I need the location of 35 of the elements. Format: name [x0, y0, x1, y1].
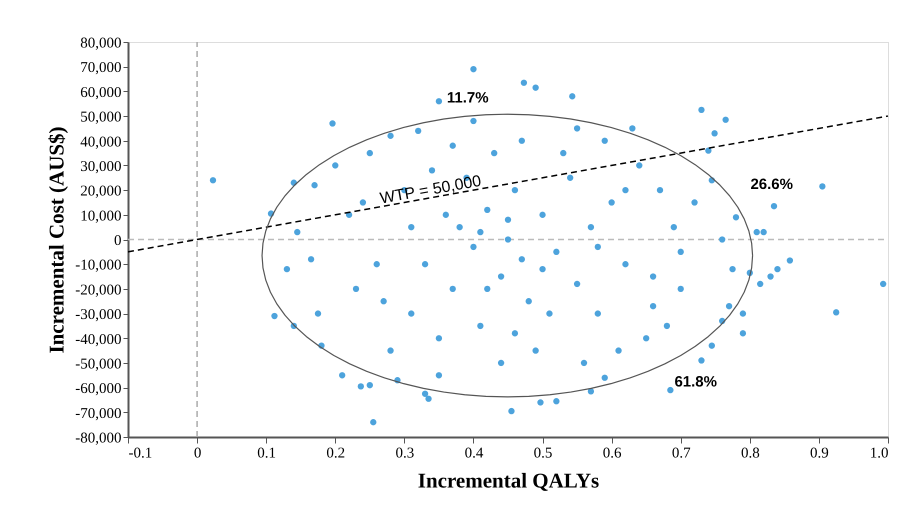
x-tick-label: 0.3	[395, 446, 414, 462]
annotation: 11.7%	[446, 89, 489, 106]
x-axis-title: Incremental QALYs	[418, 468, 600, 492]
x-tick-label: 0.6	[602, 446, 622, 462]
y-tick-label: 70,000	[80, 60, 122, 76]
annotation: WTP = 50,000	[378, 172, 483, 208]
x-tick-label: 1.0	[870, 446, 888, 462]
y-tick-label: -70,000	[75, 406, 122, 422]
y-tick-label: 0	[114, 233, 122, 249]
x-tick-label: 0.5	[534, 446, 552, 462]
y-tick-label: -40,000	[75, 332, 122, 348]
x-tick-label: 0.8	[740, 446, 760, 462]
annotation: 61.8%	[674, 374, 717, 391]
y-tick-label: 80,000	[80, 36, 122, 52]
y-tick-label: 10,000	[80, 208, 122, 224]
y-tick-label: -80,000	[75, 430, 122, 446]
y-tick-label: -20,000	[75, 282, 122, 298]
x-tick-label: 0.1	[257, 446, 276, 462]
x-tick-label: 0.2	[326, 446, 346, 462]
y-axis-title: Incremental Cost (AUS$)	[44, 126, 68, 354]
x-tick-label: 0.4	[464, 446, 484, 462]
x-tick-label: 0.9	[810, 446, 829, 462]
y-tick-label: -60,000	[75, 381, 122, 398]
x-tick-label: 0	[194, 446, 202, 462]
y-tick-label: -10,000	[75, 258, 122, 274]
annotation: 26.6%	[750, 176, 793, 194]
y-tick-label: -30,000	[75, 307, 122, 324]
y-tick-label: 50,000	[80, 110, 122, 126]
y-tick-label: 40,000	[80, 134, 122, 150]
x-tick-label: -0.1	[128, 446, 152, 462]
y-tick-label: 60,000	[80, 84, 122, 101]
y-tick-label: 30,000	[80, 158, 122, 175]
x-tick-label: 0.7	[672, 446, 692, 462]
y-tick-label: -50,000	[75, 356, 122, 372]
y-tick-label: 20,000	[80, 184, 122, 200]
